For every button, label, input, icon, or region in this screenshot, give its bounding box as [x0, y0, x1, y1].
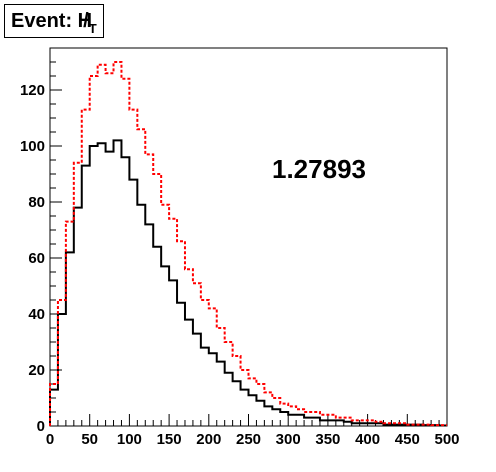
y-tick-label: 40: [28, 306, 45, 323]
series-dashed: [49, 61, 447, 427]
x-tick-label: 150: [157, 431, 182, 448]
x-tick-label: 450: [395, 431, 420, 448]
y-tick-label: 20: [28, 362, 45, 379]
x-tick-label: 300: [276, 431, 301, 448]
x-tick-label: 400: [355, 431, 380, 448]
series-solid: [49, 139, 447, 427]
x-tick-label: 200: [196, 431, 221, 448]
axis-ticks: 0 50 100 150 200 250 300 350 400 450 500 0 20 40 60 80 1…: [20, 47, 460, 448]
title-text: Event: H: [11, 10, 93, 32]
x-tick-label: 350: [315, 431, 340, 448]
series-group: [49, 61, 447, 427]
x-tick-label: 250: [236, 431, 261, 448]
y-tick-label: 0: [37, 418, 45, 435]
annotation-value: 1.27893: [272, 154, 366, 184]
x-tick-label: 0: [46, 431, 54, 448]
x-tick-label: 50: [81, 431, 98, 448]
y-tick-label: 60: [28, 250, 45, 267]
y-tick-label: 120: [20, 82, 45, 99]
x-tick-label: 500: [434, 431, 459, 448]
title-subscript: T: [88, 21, 97, 36]
y-tick-label: 100: [20, 138, 45, 155]
title-symbol: /: [83, 10, 89, 32]
series-line: [49, 61, 447, 427]
series-line: [49, 139, 447, 427]
x-tick-label: 100: [117, 431, 142, 448]
y-tick-label: 80: [28, 194, 45, 211]
chart-title: Event: H/T: [4, 4, 104, 38]
